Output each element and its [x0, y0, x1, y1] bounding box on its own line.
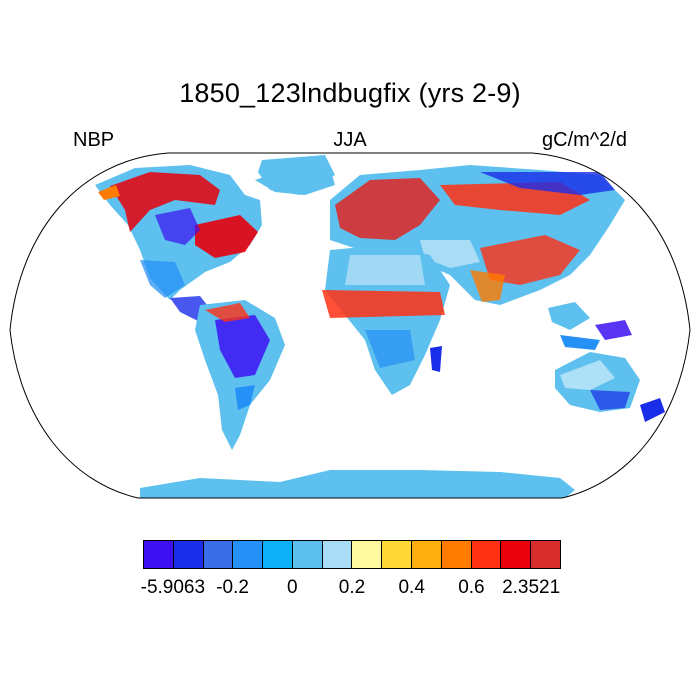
colorbar-swatch	[292, 541, 323, 568]
colorbar-swatch	[382, 541, 413, 568]
colorbar-swatch	[233, 541, 264, 568]
north-america	[95, 165, 335, 322]
units-label: gC/m^2/d	[542, 129, 627, 151]
globe-outline	[9, 152, 691, 499]
colorbar-swatch	[173, 541, 204, 568]
colorbar-swatch	[203, 541, 234, 568]
colorbar-tick-label: -0.2	[216, 577, 249, 598]
variable-label: NBP	[73, 129, 115, 151]
colorbar-tick-label: 0	[286, 577, 298, 598]
colorbar-tick-label: 0.4	[398, 577, 425, 598]
greenland	[258, 155, 335, 195]
south-america	[195, 300, 285, 450]
antarctica	[140, 470, 575, 498]
colorbar-swatch	[471, 541, 502, 568]
colorbar-swatch	[322, 541, 353, 568]
plot-title: 1850_123lndbugfix (yrs 2-9)	[179, 78, 521, 108]
colorbar-swatch	[412, 541, 442, 568]
eurasia	[330, 165, 625, 305]
colorbar-tick-label: -5.9063	[140, 577, 206, 598]
season-label: JJA	[333, 129, 367, 151]
africa	[322, 245, 450, 395]
colorbar	[143, 540, 561, 569]
colorbar-swatch	[352, 541, 383, 568]
colorbar-swatch	[263, 541, 293, 568]
colorbar-swatch	[501, 541, 532, 568]
colorbar-swatch	[441, 541, 472, 568]
colorbar-tick-label: 0.2	[338, 577, 366, 598]
colorbar-swatch	[144, 541, 174, 568]
australia	[555, 352, 665, 422]
colorbar-tick-label: 0.6	[458, 577, 485, 598]
southeast-asia	[548, 302, 632, 350]
colorbar-tick-label: 2.3521	[502, 577, 561, 598]
colorbar-swatch	[531, 541, 560, 568]
